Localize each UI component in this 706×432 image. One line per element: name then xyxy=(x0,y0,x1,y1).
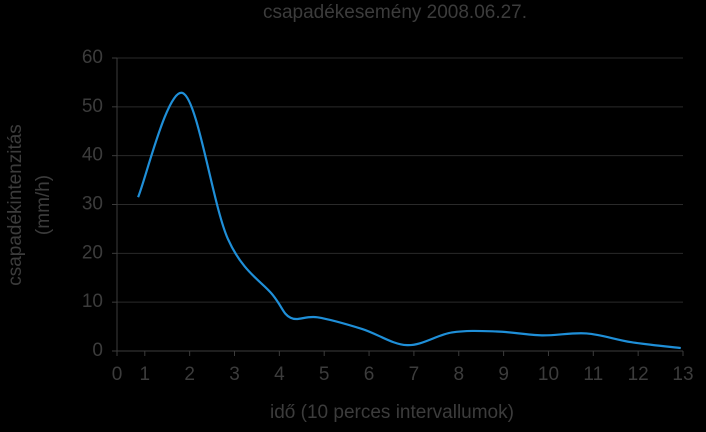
y-tick-label: 60 xyxy=(82,47,103,68)
y-tick-label: 50 xyxy=(82,96,103,117)
data-line xyxy=(137,92,681,350)
y-axis-label-line: (mm/h) xyxy=(33,175,54,235)
x-tick-label: 2 xyxy=(184,364,195,385)
x-tick-label: 5 xyxy=(319,364,330,385)
x-tick-label: 12 xyxy=(628,364,649,385)
x-tick-label: 10 xyxy=(538,364,559,385)
x-tick-label: 7 xyxy=(409,364,420,385)
x-tick-label: 3 xyxy=(229,364,240,385)
x-axis-label: idő (10 perces intervallumok) xyxy=(270,402,514,423)
x-tick-label: 0 xyxy=(112,364,123,385)
y-axis-label-line: csapadékintenzitás xyxy=(5,124,26,286)
y-tick-label: 30 xyxy=(82,194,103,215)
y-tick-label: 10 xyxy=(82,291,103,312)
y-tick-label: 40 xyxy=(82,145,103,166)
x-tick-label: 6 xyxy=(364,364,375,385)
x-tick-label: 8 xyxy=(453,364,464,385)
x-tick-label: 4 xyxy=(274,364,285,385)
x-tick-label: 1 xyxy=(140,364,151,385)
y-tick-label: 20 xyxy=(82,242,103,263)
chart-title: csapadékesemény 2008.06.27. xyxy=(263,2,527,23)
x-tick-label: 11 xyxy=(583,364,603,385)
x-tick-label: 13 xyxy=(672,364,693,385)
y-axis-label: csapadékintenzitás (mm/h) xyxy=(5,124,54,286)
x-tick-label: 9 xyxy=(498,364,509,385)
y-tick-label: 0 xyxy=(92,340,103,361)
